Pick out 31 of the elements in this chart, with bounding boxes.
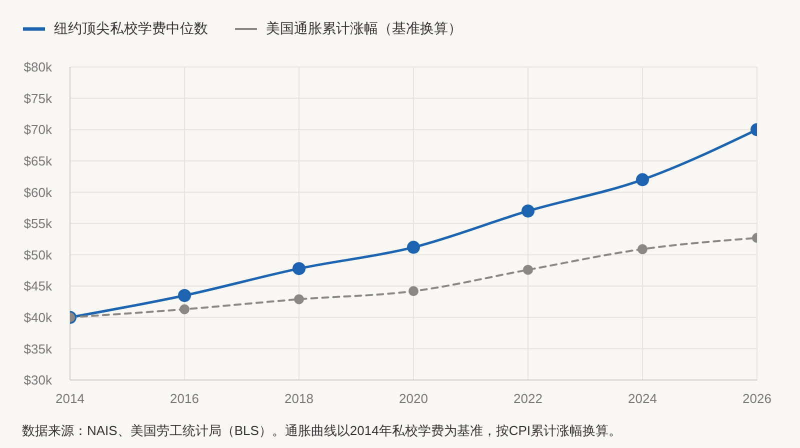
- y-tick-label: $35k: [24, 341, 52, 356]
- point: [292, 262, 306, 276]
- x-tick-label: 2026: [742, 391, 772, 406]
- x-tick-label: 2020: [399, 391, 428, 406]
- point: [294, 294, 304, 304]
- x-tick-label: 2024: [628, 391, 657, 406]
- y-tick-label: $65k: [24, 154, 52, 169]
- legend-label: 美国通胀累计涨幅（基准换算）: [266, 20, 462, 38]
- x-tick-label: 2014: [56, 391, 84, 406]
- y-tick-label: $30k: [24, 372, 52, 388]
- y-tick-label: $80k: [24, 60, 52, 75]
- y-tick-label: $40k: [24, 310, 52, 326]
- point: [638, 244, 648, 254]
- point: [636, 173, 649, 186]
- x-tick-label: 2016: [170, 391, 199, 406]
- source-note: 数据来源：NAIS、美国劳工统计局（BLS）。通胀曲线以2014年私校学费为基准，按CPI累计涨幅换算。: [22, 422, 623, 440]
- y-tick-label: $70k: [24, 122, 52, 138]
- y-tick-label: $55k: [24, 216, 52, 232]
- point: [523, 264, 533, 275]
- point: [522, 204, 534, 218]
- point: [407, 240, 420, 254]
- y-tick-label: $75k: [24, 90, 52, 106]
- point: [408, 286, 418, 296]
- x-tick-label: 2018: [284, 391, 314, 406]
- point: [178, 288, 191, 302]
- y-tick-label: $45k: [24, 278, 52, 294]
- x-tick-label: 2022: [514, 391, 542, 406]
- legend-label: 纽约顶尖私校学费中位数: [54, 20, 208, 38]
- y-tick-label: $60k: [24, 184, 52, 200]
- point: [180, 304, 190, 314]
- y-tick-label: $50k: [24, 247, 52, 262]
